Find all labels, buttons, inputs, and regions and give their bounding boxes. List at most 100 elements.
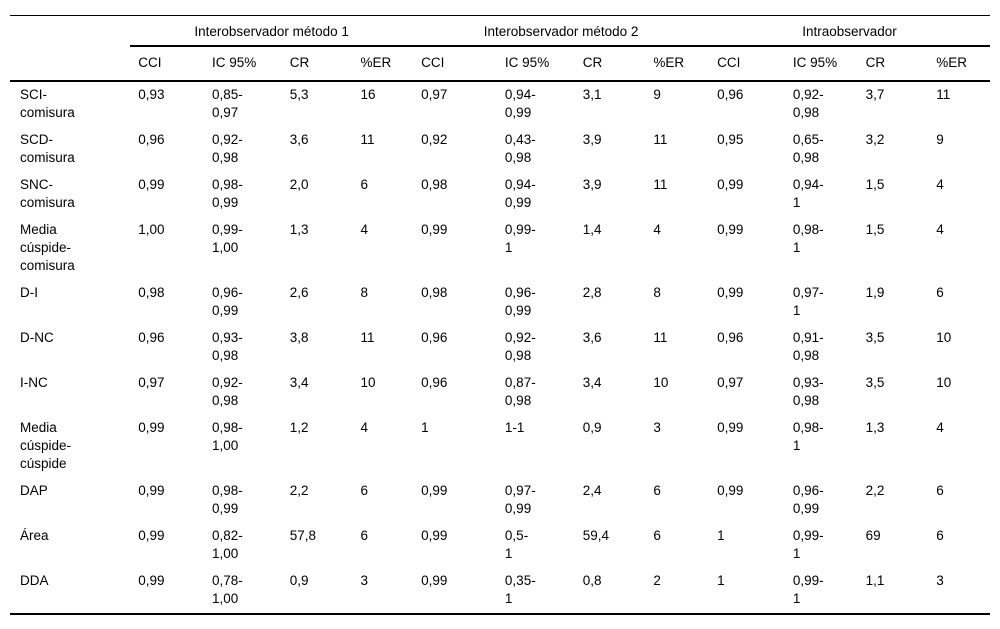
table-cell: 0,98: [421, 177, 448, 192]
column-header-row: CCI IC 95% CR %ER CCI IC 95% CR %ER CCI …: [10, 46, 990, 82]
table-cell: 3,4: [582, 375, 602, 390]
table-cell: 6: [936, 483, 944, 498]
table-cell: 1,3: [865, 420, 885, 435]
table-cell: 1,4: [582, 222, 602, 237]
table-row: I-NC 0,97 0,92- 0,98 3,4 10 0,96 0,87- 0,98 3,4…: [10, 370, 990, 415]
table-cell: 3,9: [582, 177, 602, 192]
table-cell: 9: [936, 132, 944, 147]
table-cell: 4: [653, 222, 661, 237]
table-cell: 1,00: [138, 222, 165, 237]
table-cell: 1,1: [865, 573, 885, 588]
table-cell: 0,96- 0,99: [211, 285, 243, 318]
table-cell: 0,99: [421, 222, 448, 237]
row-label: D-I: [20, 285, 38, 300]
table-cell: 4: [936, 420, 944, 435]
table-cell: 9: [653, 87, 661, 102]
row-label: Área: [20, 528, 49, 543]
table-cell: 10: [936, 375, 952, 390]
table-row: Media cúspide- comisura 1,00 0,99- 1,00 1,3…: [10, 217, 990, 280]
table-cell: 11: [360, 330, 375, 345]
table-cell: 0,78- 1,00: [211, 573, 243, 606]
table-cell: 0,99: [717, 222, 744, 237]
row-label: Media cúspide- comisura: [20, 222, 75, 273]
table-cell: 3,8: [289, 330, 309, 345]
table-cell: 3,6: [582, 330, 602, 345]
table-cell: 0,94- 0,99: [504, 177, 536, 210]
table-cell: 1,2: [289, 420, 309, 435]
table-cell: 0,98- 0,99: [211, 177, 243, 210]
table-cell: 0,96: [717, 330, 744, 345]
table-cell: 0,99: [421, 483, 448, 498]
group-header-interobservador-metodo-1: Interobservador método 1: [130, 15, 414, 47]
table-cell: 3,1: [582, 87, 602, 102]
table-cell: 2,2: [289, 483, 309, 498]
table-body: SCI- comisura 0,93 0,85- 0,97 5,3 16 0,97 0,94…: [10, 81, 990, 614]
col-header-er-3: %ER: [928, 46, 990, 82]
table-cell: 4: [360, 222, 368, 237]
table-cell: 0,99- 1: [504, 222, 536, 255]
table-cell: 0,99: [138, 573, 165, 588]
table-cell: 0,92- 0,98: [792, 87, 824, 120]
table-cell: 6: [936, 285, 944, 300]
table-cell: 2,2: [865, 483, 885, 498]
table-cell: 2,0: [289, 177, 309, 192]
table-cell: 0,85- 0,97: [211, 87, 243, 120]
row-label: SNC- comisura: [20, 177, 75, 210]
row-label-header-cell: [10, 46, 131, 82]
row-label: DAP: [20, 483, 48, 498]
table-cell: 0,99- 1,00: [211, 222, 243, 255]
table-cell: 0,91- 0,98: [792, 330, 824, 363]
table-cell: 0,96: [421, 330, 448, 345]
table-cell: 11: [653, 177, 668, 192]
table-cell: 59,4: [582, 528, 609, 543]
table-cell: 4: [936, 222, 944, 237]
table-cell: 0,96: [138, 132, 165, 147]
table-cell: 3,4: [289, 375, 309, 390]
table-cell: 1: [717, 528, 725, 543]
table-cell: 0,99: [421, 528, 448, 543]
table-cell: 3: [653, 420, 661, 435]
table-cell: 6: [653, 528, 661, 543]
table-row: D-NC 0,96 0,93- 0,98 3,8 11 0,96 0,92- 0,98 3,6…: [10, 325, 990, 370]
reliability-table: Interobservador método 1 Interobservador…: [10, 15, 990, 615]
corner-cell: [10, 16, 130, 47]
table-cell: 10: [360, 375, 376, 390]
col-header-ic95-1: IC 95%: [203, 46, 282, 82]
table-cell: 11: [936, 87, 951, 102]
table-row: DDA 0,99 0,78- 1,00 0,9 3 0,99 0,35- 1 0,8 2 1 0,9…: [10, 568, 990, 614]
table-cell: 0,97: [717, 375, 744, 390]
col-header-er-1: %ER: [352, 46, 414, 82]
group-header-row: Interobservador método 1 Interobservador…: [10, 15, 990, 47]
table-cell: 10: [653, 375, 669, 390]
table-cell: 0,99: [138, 420, 165, 435]
table-cell: 1: [421, 420, 429, 435]
group-header-interobservador-metodo-2: Interobservador método 2: [413, 15, 710, 47]
col-header-cr-1: CR: [281, 46, 353, 82]
table-cell: 0,97- 0,99: [504, 483, 536, 516]
table-cell: 0,94- 1: [792, 177, 824, 210]
table-cell: 0,92: [421, 132, 448, 147]
table-cell: 0,99- 1: [792, 528, 824, 561]
table-cell: 6: [936, 528, 944, 543]
table-cell: 6: [360, 483, 368, 498]
table-cell: 0,93- 0,98: [792, 375, 824, 408]
col-header-cr-2: CR: [574, 46, 646, 82]
table-cell: 2,8: [582, 285, 602, 300]
table-cell: 1,5: [865, 177, 885, 192]
table-cell: 6: [653, 483, 661, 498]
table-cell: 0,99- 1: [792, 573, 824, 606]
table-cell: 0,99: [421, 573, 448, 588]
table-cell: 3: [936, 573, 944, 588]
table-cell: 0,99: [717, 420, 744, 435]
row-label: I-NC: [20, 375, 48, 390]
table-cell: 0,92- 0,98: [504, 330, 536, 363]
table-cell: 0,98- 1: [792, 222, 824, 255]
table-cell: 57,8: [289, 528, 317, 543]
table-cell: 0,96: [138, 330, 165, 345]
table-cell: 0,99: [138, 528, 165, 543]
col-header-cci-3: CCI: [709, 46, 785, 82]
table-cell: 6: [360, 177, 368, 192]
table-cell: 0,43- 0,98: [504, 132, 536, 165]
table-cell: 16: [360, 87, 376, 102]
